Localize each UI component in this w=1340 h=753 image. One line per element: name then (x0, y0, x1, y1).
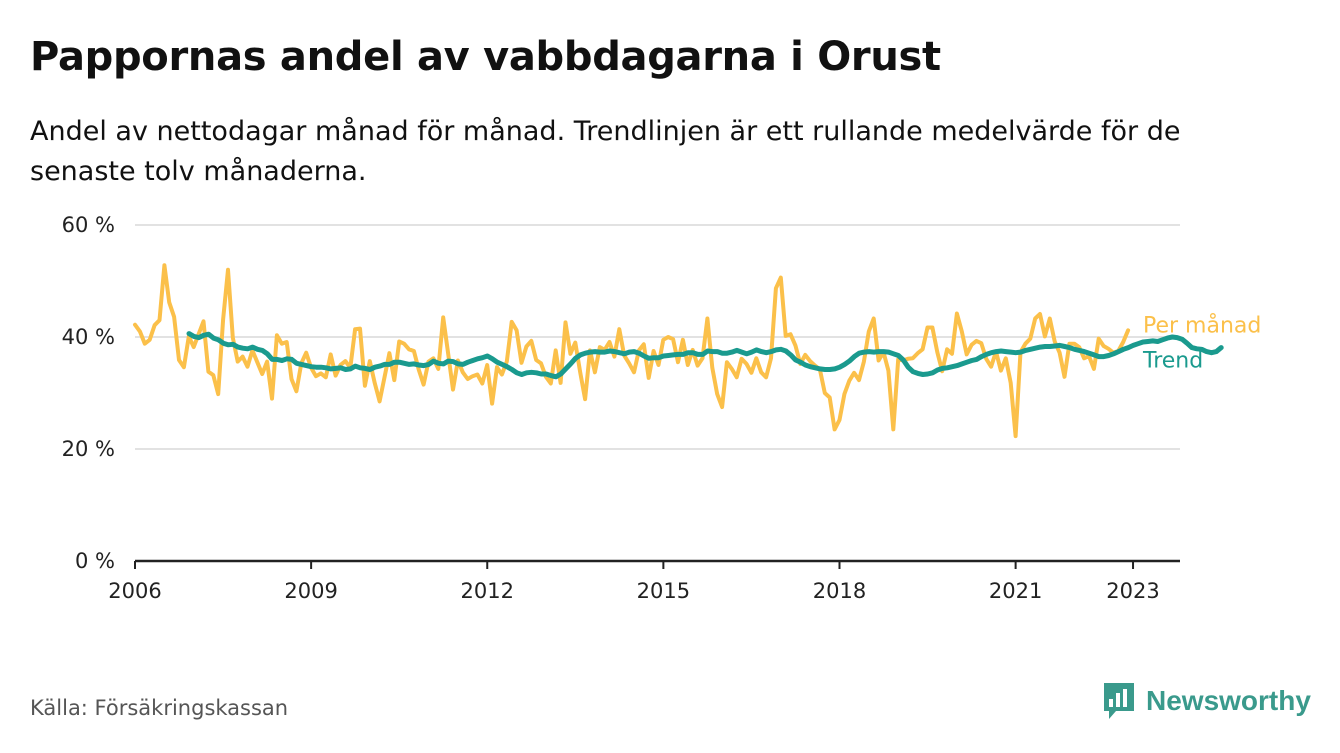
newsworthy-logo-icon (1104, 683, 1134, 719)
brand-name: Newsworthy (1146, 685, 1311, 716)
y-tick-label: 60 % (62, 213, 115, 237)
source-note: Källa: Försäkringskassan (30, 696, 289, 720)
series-lines (133, 263, 1224, 439)
x-tick-label: 2021 (989, 579, 1042, 603)
line-chart: 0 % 20 % 40 % 60 % 2006 2009 2012 2015 2018 2021… (62, 213, 1262, 603)
x-tick-label: 2009 (284, 579, 337, 603)
chart-title: Pappornas andel av vabbdagarna i Orust (30, 34, 941, 80)
x-tick-label: 2023 (1106, 579, 1159, 603)
y-tick-label: 20 % (62, 437, 115, 461)
series-line-per-manad (133, 263, 1131, 439)
y-tick-label: 0 % (75, 549, 115, 573)
grid-lines (135, 224, 1180, 563)
x-tick-label: 2015 (637, 579, 690, 603)
x-tick-label: 2018 (813, 579, 866, 603)
series-label-per-manad: Per månad (1143, 312, 1261, 338)
chart-subtitle: Andel av nettodagar månad för månad. Tre… (30, 116, 1181, 187)
y-tick-label: 40 % (62, 325, 115, 349)
brand-logo[interactable]: Newsworthy (1102, 681, 1311, 721)
series-line-trend (186, 331, 1224, 380)
x-tick-label: 2006 (108, 579, 161, 603)
series-labels: Per månad Trend (1142, 312, 1261, 373)
x-axis-ticks: 2006 2009 2012 2015 2018 2021 2023 (108, 561, 1160, 603)
x-tick-label: 2012 (461, 579, 514, 603)
y-axis-ticks: 0 % 20 % 40 % 60 % (62, 213, 115, 573)
series-label-trend: Trend (1142, 349, 1203, 374)
